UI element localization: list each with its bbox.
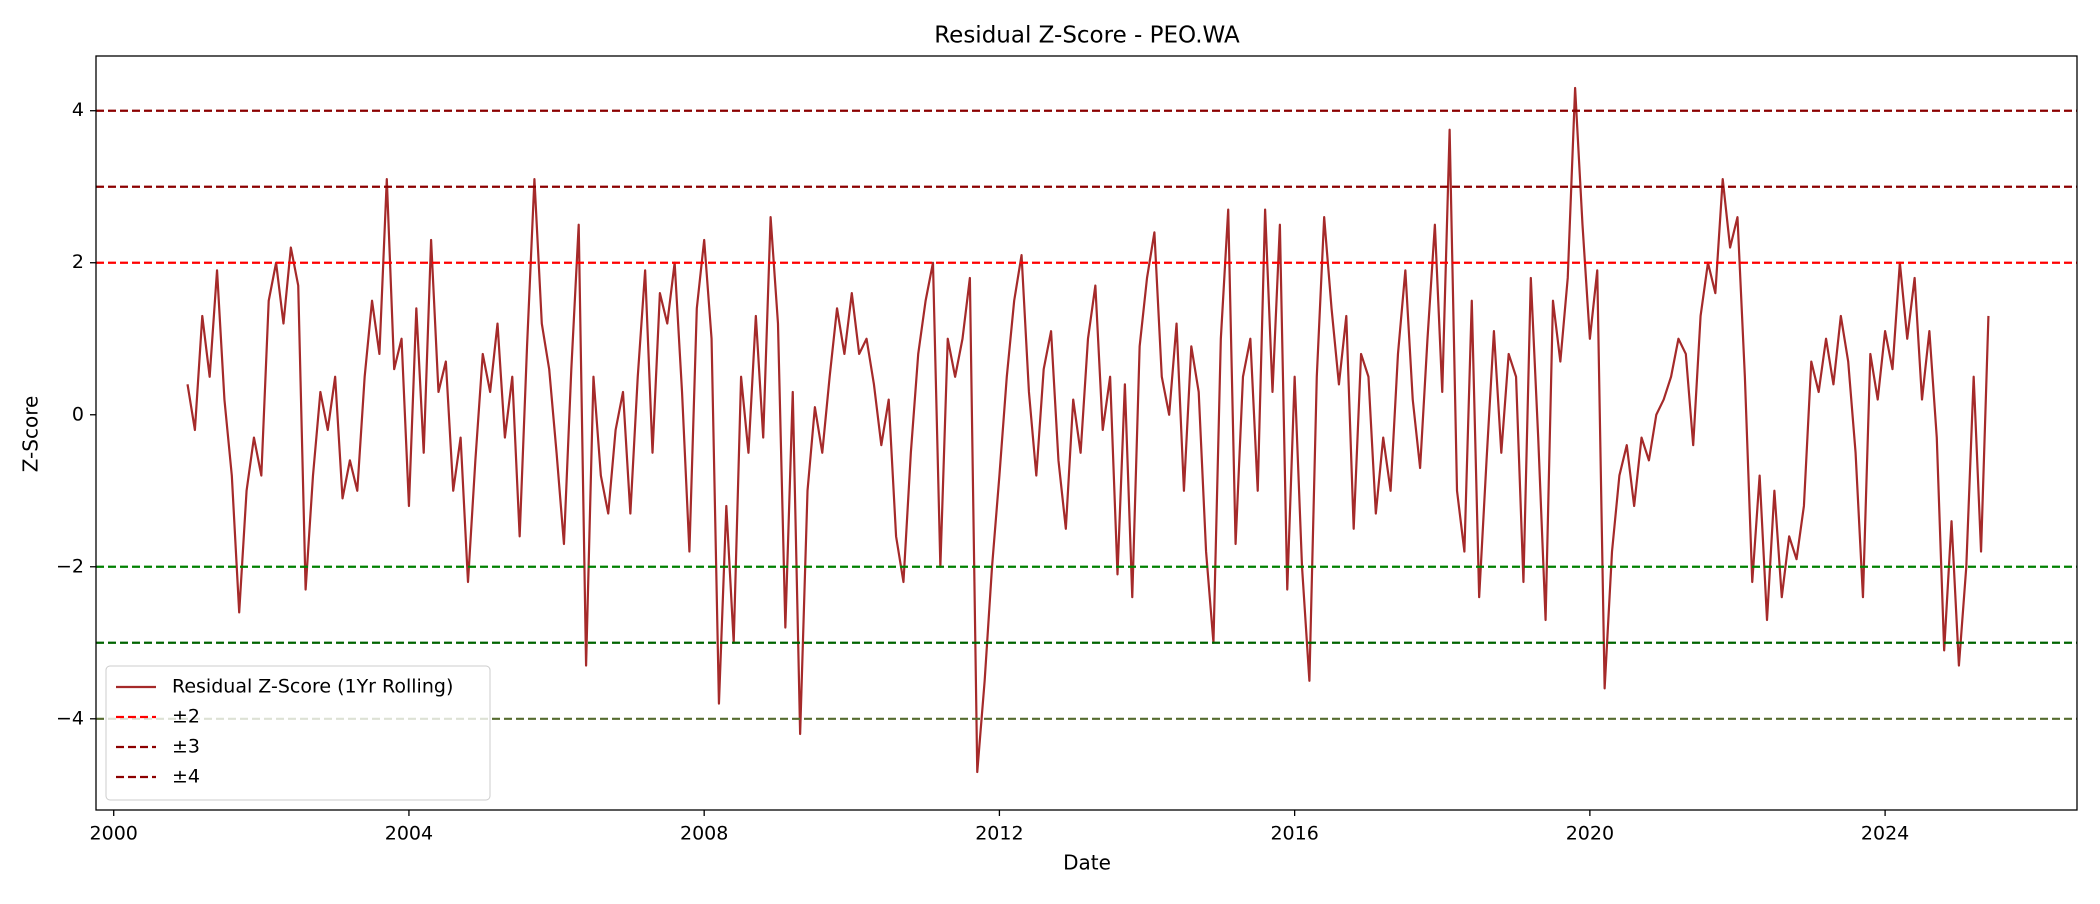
legend-label: ±3 — [172, 736, 200, 758]
x-tick-label: 2020 — [1566, 823, 1614, 845]
y-tick-label: 4 — [72, 99, 84, 121]
series-line — [186, 86, 1990, 774]
legend-label: ±4 — [172, 766, 200, 788]
x-tick-label: 2016 — [1270, 823, 1318, 845]
y-axis-label: Z-Score — [19, 396, 43, 473]
legend-label: Residual Z-Score (1Yr Rolling) — [172, 676, 453, 698]
y-tick-label: −4 — [56, 707, 84, 729]
legend-box — [105, 665, 491, 801]
y-tick-label: 0 — [72, 403, 84, 425]
legend-label: ±2 — [172, 706, 200, 728]
x-tick-label: 2000 — [90, 823, 138, 845]
y-tick-label: −2 — [56, 555, 84, 577]
y-tick-label: 2 — [72, 251, 84, 273]
x-tick-label: 2024 — [1861, 823, 1909, 845]
chart-title: Residual Z-Score - PEO.WA — [934, 23, 1240, 49]
x-tick-label: 2012 — [975, 823, 1023, 845]
x-tick-label: 2008 — [680, 823, 728, 845]
plot-frame — [95, 55, 2078, 811]
x-tick-label: 2004 — [385, 823, 433, 845]
x-axis-label: Date — [1063, 851, 1111, 875]
